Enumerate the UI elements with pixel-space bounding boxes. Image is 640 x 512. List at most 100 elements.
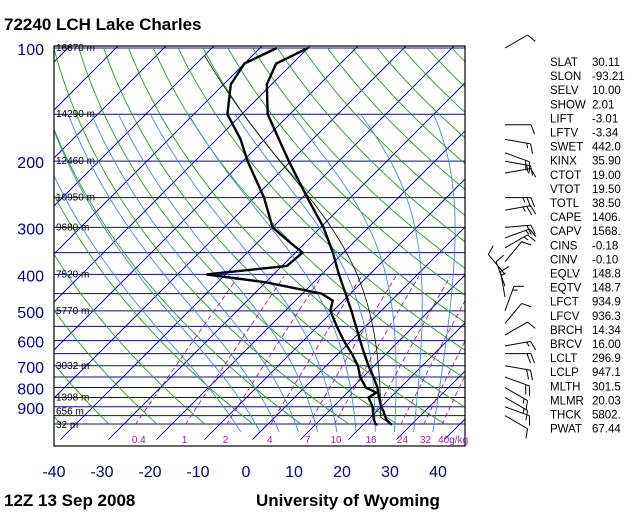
temperature-tick-label: 30 <box>381 464 399 481</box>
plot-frame <box>53 45 466 447</box>
wind-barb-half-feather <box>522 398 525 404</box>
mixing-ratio-line <box>333 276 420 426</box>
dry-adiabat-line <box>252 47 465 269</box>
wind-barb-feather <box>530 205 537 215</box>
index-value: 148.7 <box>592 283 621 295</box>
index-name: PWAT <box>550 424 582 436</box>
index-name: SLAT <box>550 57 578 69</box>
dry-adiabat-line <box>128 47 465 408</box>
moist-adiabat-line <box>291 113 397 433</box>
index-value: 148.8 <box>592 269 621 281</box>
index-name: LFTV <box>550 128 578 140</box>
wind-barb-staff <box>504 167 531 174</box>
wind-barb <box>495 254 506 287</box>
wind-barb-feather <box>530 197 536 208</box>
index-name: SHOW <box>550 99 586 111</box>
mixing-ratio-label: 1 <box>182 435 188 446</box>
index-name: LCLT <box>550 353 577 365</box>
height-label: 14290 m <box>56 109 95 120</box>
wind-barb-staff <box>504 415 528 430</box>
moist-adiabat-line <box>118 114 319 433</box>
wind-barb-feather <box>525 410 529 421</box>
data-source: University of Wyoming <box>256 491 440 510</box>
index-name: BRCV <box>550 339 582 351</box>
isotherm-line <box>54 46 215 207</box>
moist-adiabat-line <box>234 113 376 432</box>
pressure-tick-label: 500 <box>17 305 44 322</box>
wind-barb <box>504 167 537 178</box>
dry-adiabat-line <box>78 47 399 426</box>
mixing-ratio-label: 7 <box>305 435 311 446</box>
wind-barb <box>504 321 536 336</box>
isotherm-line <box>54 46 311 303</box>
wind-barb-feather <box>530 341 537 351</box>
wind-barb-half-feather <box>526 143 529 149</box>
index-name: LFCT <box>550 297 579 309</box>
index-value: -93.21 <box>592 71 625 83</box>
isotherm-line <box>54 46 407 399</box>
mixing-ratio-label: 2 <box>223 435 229 446</box>
index-name: SELV <box>550 85 579 97</box>
wind-barb-staff <box>504 376 530 387</box>
index-value: 35.90 <box>592 156 621 168</box>
index-value: -0.10 <box>592 254 618 266</box>
index-value: 442.0 <box>592 142 621 154</box>
wind-barb <box>504 285 524 311</box>
isotherm-line <box>54 46 359 351</box>
wind-barb <box>504 415 529 439</box>
temperature-tick-label: 10 <box>285 464 303 481</box>
wind-barb <box>504 241 532 262</box>
wind-barb-half-feather <box>522 408 525 414</box>
wind-barb-feather <box>527 321 536 329</box>
wind-barb <box>504 34 536 49</box>
index-value: 947.1 <box>592 367 621 379</box>
index-value: 20.03 <box>592 395 621 407</box>
dry-adiabat-line <box>54 363 111 426</box>
mixing-ratio-line <box>134 276 239 426</box>
wind-barb-feather <box>525 428 529 439</box>
dry-adiabat-line <box>54 253 207 426</box>
wind-barb-staff <box>504 321 528 336</box>
mixing-ratio-line <box>270 276 362 426</box>
wind-barb-feather <box>530 224 536 235</box>
chart-title: 72240 LCH Lake Charles <box>4 15 202 34</box>
height-label: 3032 m <box>56 361 89 372</box>
index-name: LCLP <box>550 367 579 379</box>
index-value: 38.50 <box>592 198 621 210</box>
index-value: 16.00 <box>592 339 621 351</box>
wind-barb-feather <box>526 225 532 235</box>
wind-barb-half-feather <box>522 197 526 203</box>
mixing-ratio-label: 0.4 <box>132 435 146 446</box>
mixing-ratio-line <box>400 300 465 426</box>
wind-barb-staff <box>504 224 531 228</box>
dry-adiabat-line <box>302 47 465 216</box>
wind-barb-staff <box>504 205 531 211</box>
wind-barb-feather <box>500 266 510 273</box>
dry-adiabat-line <box>54 47 351 426</box>
wind-barb-half-feather <box>526 168 530 174</box>
mixing-ratio-line <box>225 276 322 426</box>
index-value: 936.3 <box>592 311 621 323</box>
wind-barb <box>504 205 537 216</box>
sounding-curves <box>204 46 393 426</box>
wind-barb-staff <box>504 228 530 239</box>
index-name: CINV <box>550 254 578 266</box>
moist-adiabat-line <box>54 129 261 433</box>
pressure-tick-label: 900 <box>17 401 44 418</box>
wind-barb <box>504 224 536 235</box>
index-value: 67.44 <box>592 424 621 436</box>
dewpoint-profile-line <box>206 46 379 426</box>
height-label: 656 m <box>56 406 84 417</box>
wind-barb-staff <box>504 234 528 249</box>
mixing-ratio-label: 40g/kg <box>438 435 468 446</box>
mixing-ratio-line <box>441 374 465 426</box>
index-name: LFCV <box>550 311 580 323</box>
pressure-tick-label: 300 <box>17 221 44 238</box>
pressure-tick-label: 700 <box>17 360 44 377</box>
wind-barb-feather <box>526 353 532 364</box>
temperature-tick-label: -20 <box>138 464 161 481</box>
wind-barb-feather <box>521 302 532 308</box>
temperature-tick-label: 40 <box>429 464 447 481</box>
wind-barb-feather <box>529 228 537 237</box>
